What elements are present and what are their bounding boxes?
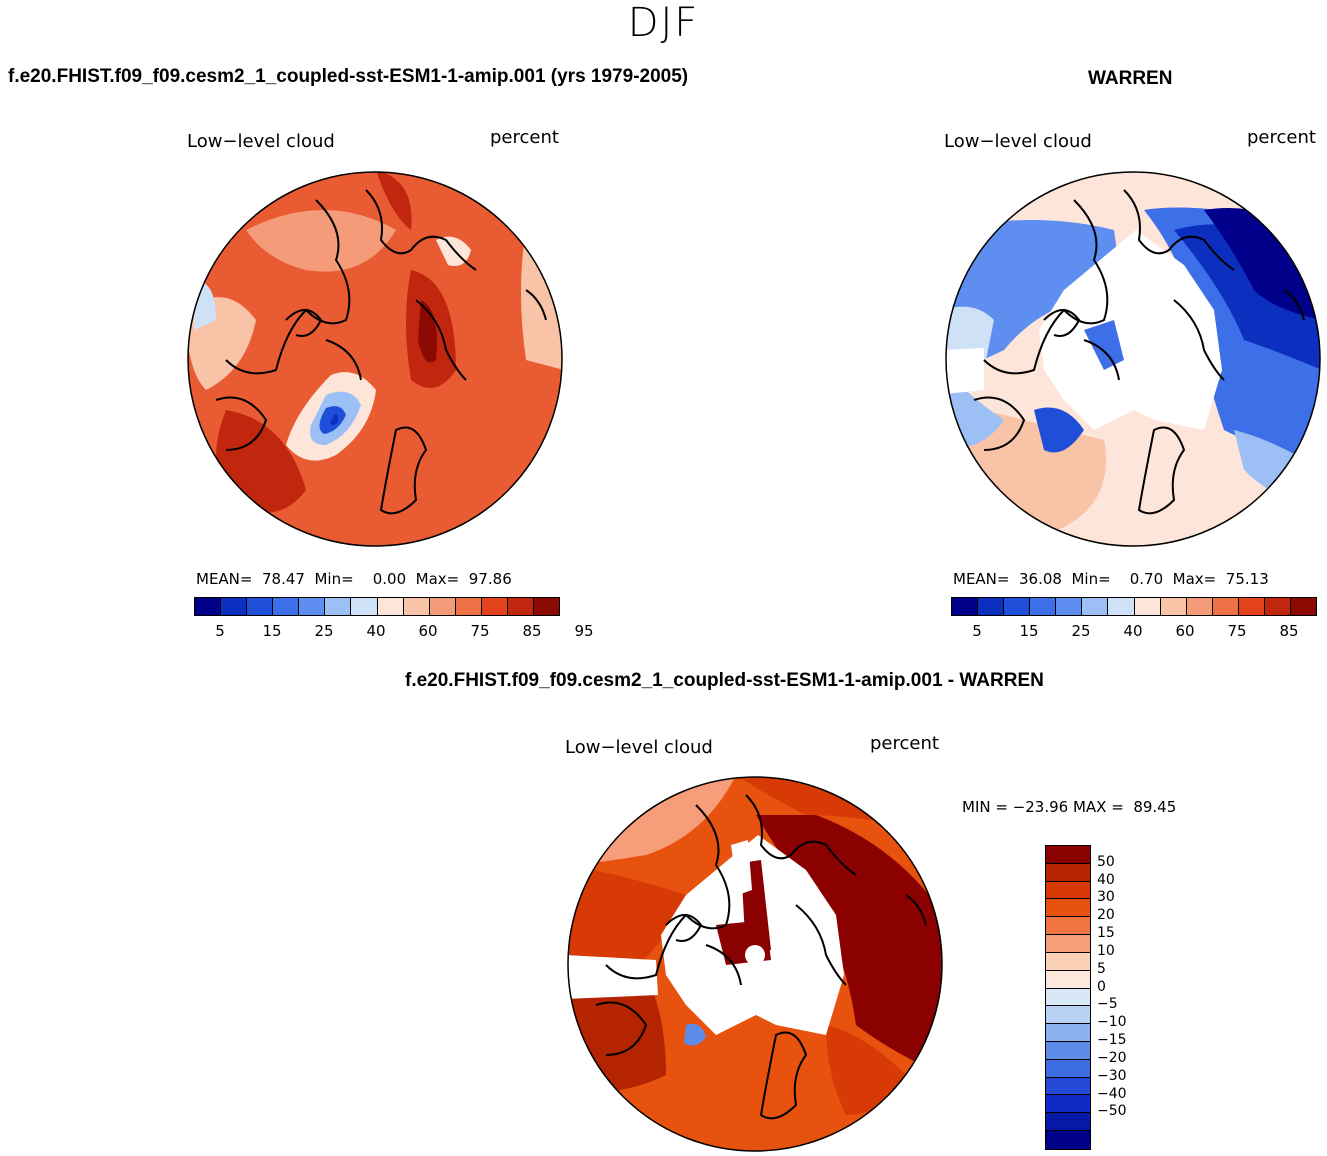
colorbar-tick-label: 75 <box>1227 622 1247 640</box>
colorbar-swatch <box>1108 598 1135 615</box>
colorbar-swatch <box>1046 935 1090 953</box>
colorbar-swatch <box>952 598 979 615</box>
colorbar-swatch <box>1004 598 1031 615</box>
colorbar-swatch <box>1291 598 1317 615</box>
colorbar-swatch <box>1046 917 1090 936</box>
colorbar-tick-label: 75 <box>470 622 490 640</box>
colorbar-tick-label: −30 <box>1097 1067 1127 1084</box>
panel1-units-label: percent <box>490 127 559 148</box>
colorbar-tick-label: −10 <box>1097 1014 1127 1031</box>
colorbar-swatch <box>1264 598 1292 615</box>
colorbar-swatch <box>1046 846 1090 864</box>
colorbar-swatch <box>1134 598 1161 615</box>
colorbar-swatch <box>1046 1024 1090 1042</box>
colorbar-tick-label: 5 <box>972 622 982 640</box>
panel1-case-title: f.e20.FHIST.f09_f09.cesm2_1_coupled-sst-… <box>8 66 689 87</box>
colorbar-swatch <box>534 598 560 615</box>
colorbar-tick-label: 40 <box>1123 622 1143 640</box>
colorbar-swatch <box>1046 988 1090 1007</box>
panel2-case-title: WARREN <box>1088 68 1173 89</box>
colorbar-tick-label: 15 <box>262 622 282 640</box>
colorbar-swatch <box>1046 1041 1090 1060</box>
colorbar-swatch <box>1238 598 1265 615</box>
colorbar-swatch <box>1046 1095 1090 1114</box>
colorbar-swatch <box>507 598 535 615</box>
panel2-variable-label: Low−level cloud <box>944 131 1092 152</box>
colorbar-tick-label: 5 <box>215 622 225 640</box>
panel3-units-label: percent <box>870 733 939 754</box>
panel2-units-label: percent <box>1247 127 1316 148</box>
colorbar-tick-label: 15 <box>1097 925 1115 942</box>
panel1-variable-label: Low−level cloud <box>187 131 335 152</box>
panel1-colorbar-ticks: 5 15 25 40 60 75 85 95 <box>194 622 593 642</box>
colorbar-swatch <box>195 598 222 615</box>
colorbar-tick-label: 60 <box>418 622 438 640</box>
colorbar-swatch <box>429 598 456 615</box>
colorbar-swatch <box>351 598 378 615</box>
panel1-polar-map <box>187 171 563 547</box>
colorbar-tick-label: −15 <box>1097 1032 1127 1049</box>
colorbar-tick-label: 25 <box>314 622 334 640</box>
panel2-polar-map <box>945 171 1321 547</box>
colorbar-swatch <box>1046 1077 1090 1096</box>
colorbar-swatch <box>1046 1006 1090 1025</box>
panel2-stats: MEAN= 36.08 Min= 0.70 Max= 75.13 <box>953 570 1269 588</box>
colorbar-tick-label: 50 <box>1097 853 1115 870</box>
colorbar-tick-label: 40 <box>366 622 386 640</box>
colorbar-swatch <box>1046 1059 1090 1078</box>
panel3-polar-map <box>567 776 943 1152</box>
colorbar-swatch <box>1160 598 1187 615</box>
colorbar-tick-label: 20 <box>1097 907 1115 924</box>
panel1-stats: MEAN= 78.47 Min= 0.00 Max= 97.86 <box>196 570 512 588</box>
panel3-colorbar <box>1045 845 1091 1150</box>
panel3-colorbar-ticks: 50 40 30 20 15 10 5 0 −5 −10 −15 −20 −30 −40 −50 <box>1097 845 1157 1148</box>
colorbar-swatch <box>325 598 352 615</box>
colorbar-tick-label: 30 <box>1097 889 1115 906</box>
colorbar-swatch <box>1056 598 1083 615</box>
colorbar-tick-label: 95 <box>574 622 594 640</box>
panel1-colorbar <box>194 597 560 616</box>
colorbar-tick-label: 0 <box>1097 978 1106 995</box>
colorbar-swatch <box>1082 598 1109 615</box>
colorbar-swatch <box>247 598 274 615</box>
colorbar-tick-label: 85 <box>1279 622 1299 640</box>
panel3-case-title: f.e20.FHIST.f09_f09.cesm2_1_coupled-sst-… <box>405 670 1044 691</box>
colorbar-tick-label: −50 <box>1097 1103 1127 1120</box>
colorbar-swatch <box>1046 899 1090 918</box>
colorbar-tick-label: 85 <box>522 622 542 640</box>
colorbar-swatch <box>1046 952 1090 971</box>
colorbar-swatch <box>221 598 248 615</box>
colorbar-swatch <box>1186 598 1213 615</box>
colorbar-swatch <box>1046 1113 1090 1131</box>
main-title: DJF <box>627 0 700 46</box>
colorbar-swatch <box>455 598 482 615</box>
colorbar-swatch <box>299 598 326 615</box>
colorbar-tick-label: 10 <box>1097 942 1115 959</box>
panel3-stats: MIN = −23.96 MAX = 89.45 <box>962 798 1177 816</box>
colorbar-tick-label: 40 <box>1097 871 1115 888</box>
colorbar-tick-label: 15 <box>1019 622 1039 640</box>
colorbar-tick-label: 25 <box>1071 622 1091 640</box>
panel2-colorbar <box>951 597 1317 616</box>
colorbar-swatch <box>273 598 300 615</box>
colorbar-swatch <box>1046 970 1090 989</box>
colorbar-tick-label: 60 <box>1175 622 1195 640</box>
colorbar-tick-label: −20 <box>1097 1049 1127 1066</box>
colorbar-swatch <box>377 598 404 615</box>
colorbar-swatch <box>1046 881 1090 900</box>
colorbar-swatch <box>1030 598 1057 615</box>
panel3-variable-label: Low−level cloud <box>565 737 713 758</box>
colorbar-swatch <box>1046 863 1090 882</box>
colorbar-tick-label: −40 <box>1097 1085 1127 1102</box>
colorbar-tick-label: −5 <box>1097 996 1118 1013</box>
colorbar-swatch <box>481 598 508 615</box>
colorbar-swatch <box>403 598 430 615</box>
colorbar-tick-label: 5 <box>1097 960 1106 977</box>
colorbar-swatch <box>978 598 1005 615</box>
colorbar-swatch <box>1046 1131 1090 1149</box>
colorbar-swatch <box>1212 598 1239 615</box>
